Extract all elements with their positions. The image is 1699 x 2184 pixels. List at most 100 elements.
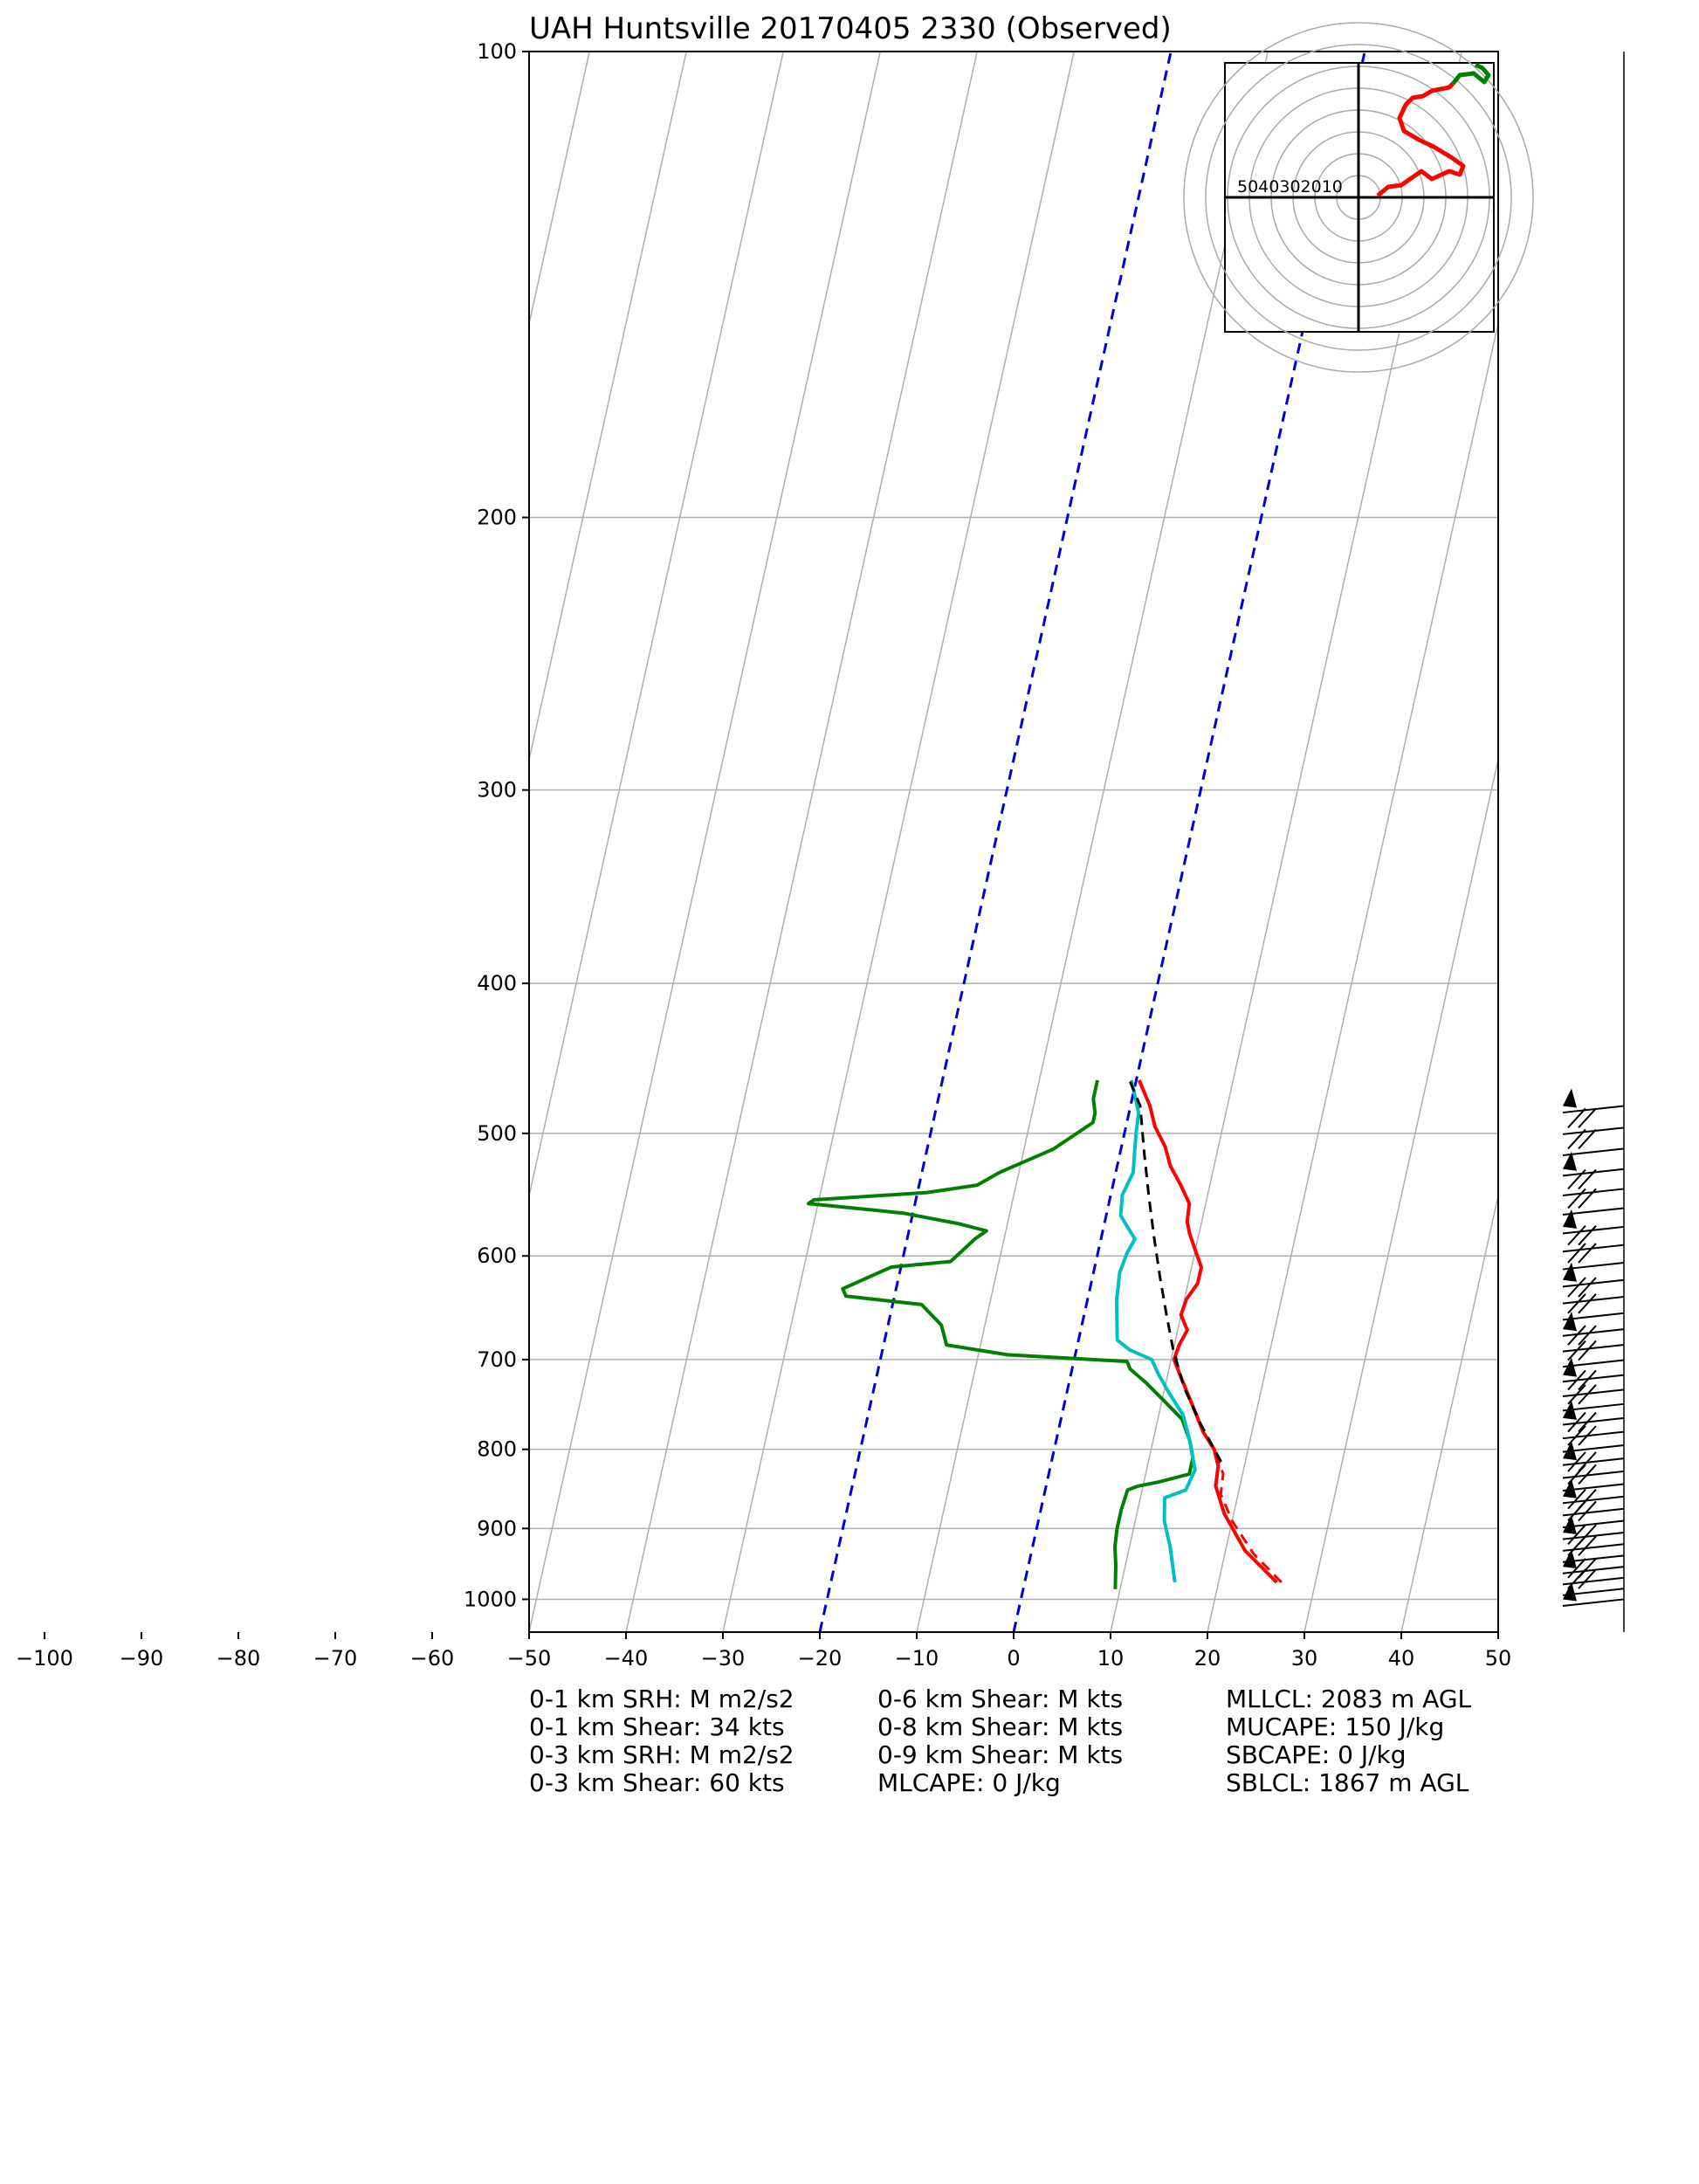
hodograph-ring: [1183, 22, 1534, 373]
wind-barb-staff: [1562, 1416, 1625, 1426]
isotherm-line: [141, 52, 492, 1632]
wind-barb-pennant: [1563, 1209, 1577, 1229]
isotherm-line: [0, 52, 105, 1632]
wind-barb: [1562, 1262, 1625, 1288]
wind-barb: [1562, 1168, 1625, 1197]
hodograph-inset: 5040302010: [1183, 22, 1534, 373]
wind-barb-pennant: [1563, 1151, 1577, 1171]
isotherm-line: [45, 52, 396, 1632]
wind-barb-flag: [1578, 1293, 1597, 1314]
y-tick-label: 100: [477, 39, 517, 64]
stat-line: MLLCL: 2083 m AGL: [1226, 1685, 1472, 1713]
wind-barb-flag: [1567, 1558, 1586, 1579]
x-tick-label: −40: [604, 1646, 649, 1671]
wind-barb-flag: [1578, 1369, 1597, 1391]
stats-col-3: MLLCL: 2083 m AGL MUCAPE: 150 J/kg SBCAP…: [1226, 1685, 1471, 1797]
wind-barb-staff: [1562, 1531, 1625, 1540]
wind-barb: [1562, 1107, 1625, 1135]
x-tick-label: −20: [798, 1646, 843, 1671]
wind-barb-staff: [1562, 1598, 1625, 1608]
wind-barb-staff: [1562, 1147, 1625, 1157]
grid-layer: [0, 52, 1498, 1632]
isotherm-line: [625, 52, 978, 1632]
wind-barb-staff: [1562, 1126, 1625, 1135]
isotherm-line: [529, 52, 687, 763]
isotherm-line: [529, 52, 590, 327]
y-tick-label: 400: [477, 971, 517, 996]
profile-line-2: [1115, 1079, 1197, 1583]
wind-barb-flag: [1578, 1535, 1597, 1557]
isotherm-line: [0, 52, 299, 1632]
stats-col-2: 0-6 km Shear: M kts 0-8 km Shear: M kts …: [877, 1685, 1123, 1797]
wind-barb: [1562, 1293, 1625, 1321]
x-tick-label: 40: [1388, 1646, 1415, 1671]
wind-barb: [1562, 1514, 1625, 1540]
x-axis-ticks: −100 −90 −80 −70 −60 −50 −40 −30 −20 −10 0 10 20 30 40…: [16, 1632, 1511, 1671]
wind-barb-staff: [1562, 1312, 1625, 1321]
stat-line: 0-8 km Shear: M kts: [877, 1712, 1124, 1741]
wind-barb-flag: [1567, 1107, 1586, 1128]
wind-barb-flag: [1578, 1568, 1597, 1589]
x-tick-label: −10: [895, 1646, 939, 1671]
wind-barb-pennant: [1563, 1088, 1577, 1108]
wind-barb-pennant: [1563, 1357, 1577, 1377]
wind-barb-staff: [1562, 1543, 1625, 1552]
wind-barb-staff: [1562, 1576, 1625, 1586]
wind-barb-pennant: [1563, 1549, 1577, 1569]
x-tick-label: −30: [701, 1646, 746, 1671]
wind-barb-staff: [1562, 1374, 1625, 1383]
wind-barb-flag: [1578, 1243, 1597, 1264]
wind-barb-flag: [1567, 1188, 1586, 1209]
zero-isotherm-line: [818, 52, 1173, 1632]
wind-barb-staff: [1562, 1507, 1625, 1517]
wind-barb-flag: [1567, 1277, 1586, 1298]
wind-barb: [1562, 1277, 1625, 1305]
wind-barb: [1562, 1088, 1625, 1114]
wind-barb-staff: [1562, 1588, 1625, 1596]
chart-title: UAH Huntsville 20170405 2330 (Observed): [529, 11, 1172, 46]
wind-barb-staff: [1562, 1430, 1625, 1440]
wind-barb-staff: [1562, 1519, 1625, 1529]
wind-barb-flag: [1567, 1168, 1586, 1190]
stat-line: 0-6 km Shear: M kts: [877, 1685, 1124, 1713]
wind-barb: [1562, 1357, 1625, 1383]
wind-barb-flag: [1578, 1277, 1597, 1298]
wind-barb: [1562, 1478, 1625, 1505]
wind-barb-pennant: [1563, 1478, 1577, 1498]
x-tick-label: −80: [217, 1646, 261, 1671]
wind-barb-flag: [1578, 1558, 1597, 1579]
wind-barb-staff: [1562, 1554, 1625, 1563]
wind-barb-flag: [1567, 1425, 1586, 1446]
wind-barb-pennant: [1563, 1262, 1577, 1282]
isotherm-line: [916, 52, 1269, 1632]
wind-barb: [1562, 1325, 1625, 1353]
wind-barb-staff: [1562, 1168, 1625, 1177]
wind-barb-staff: [1562, 1328, 1625, 1337]
stat-line: MLCAPE: 0 J/kg: [877, 1768, 1061, 1797]
wind-barb-staff: [1562, 1278, 1625, 1288]
isotherm-line: [1497, 1629, 1498, 1632]
wind-barb-flag: [1578, 1107, 1597, 1128]
wind-barb: [1562, 1558, 1625, 1586]
wind-barb: [1562, 1225, 1625, 1253]
isotherm-line: [722, 52, 1075, 1632]
wind-barb: [1562, 1441, 1625, 1466]
wind-barb-staff: [1562, 1470, 1625, 1479]
wind-barb-staff: [1562, 1261, 1625, 1271]
wind-barbs: [1562, 52, 1625, 1632]
isotherm-line: [529, 52, 881, 1632]
wind-barb-staff: [1562, 1483, 1625, 1492]
wind-barb-staff: [1562, 1207, 1625, 1216]
wind-barb-staff: [1562, 1359, 1625, 1368]
wind-barb: [1562, 1489, 1625, 1517]
wind-barb-flag: [1578, 1325, 1597, 1346]
wind-barb-staff: [1562, 1105, 1625, 1114]
stat-line: 0-9 km Shear: M kts: [877, 1740, 1124, 1769]
stat-line: 0-1 km SRH: M m2/s2: [529, 1685, 794, 1713]
wind-barb-flag: [1567, 1524, 1586, 1545]
wind-barb-flag: [1567, 1325, 1586, 1346]
wind-barb-staff: [1562, 1566, 1625, 1574]
hodograph-ring: [1205, 44, 1512, 351]
wind-barb-pennant: [1563, 1514, 1577, 1534]
